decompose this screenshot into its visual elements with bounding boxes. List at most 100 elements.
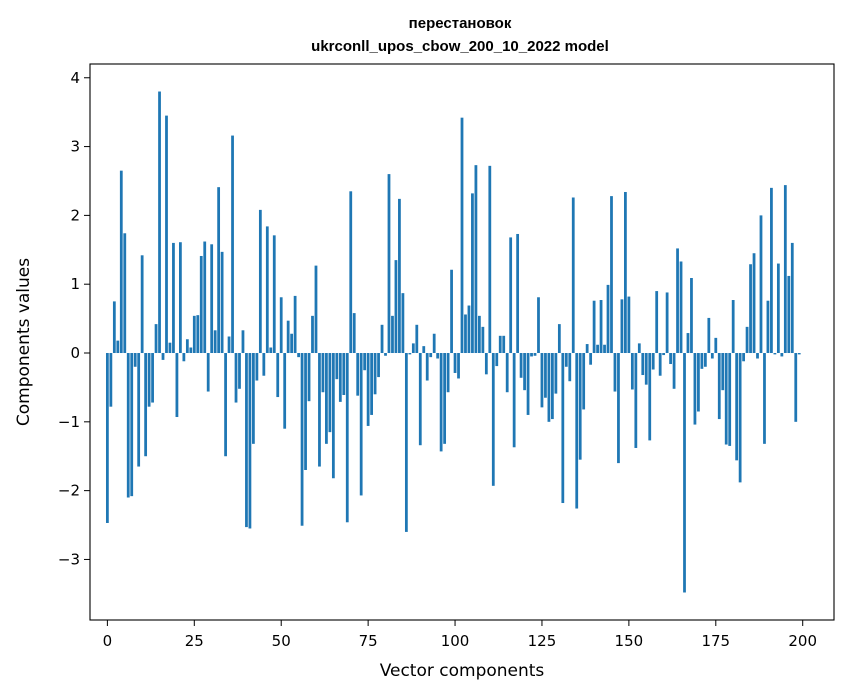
x-tick-label: 75 [359,632,378,650]
y-tick-label: −3 [58,550,80,568]
bar [349,191,353,354]
bar [683,353,686,593]
bar [411,343,415,354]
bar [185,339,189,354]
bar [391,315,394,354]
bar [199,255,203,354]
bar [422,346,426,354]
bar [283,353,287,429]
bar [116,340,120,354]
x-tick-label: 100 [441,632,470,650]
bar [112,301,116,354]
bar [797,353,801,355]
bars [105,91,801,593]
bar [168,342,172,354]
bar [241,330,245,354]
bar [338,353,342,402]
bar [794,353,798,422]
bar [415,324,419,354]
bar [172,242,175,354]
y-tick-label: 0 [70,344,80,362]
bar [624,191,627,354]
bar [119,170,123,354]
bar [471,193,474,354]
bar [293,295,297,354]
bar [429,353,433,358]
y-tick-label: 2 [70,206,80,224]
bar [634,353,638,448]
bar [345,353,349,523]
bar [234,353,238,403]
bar [161,353,165,360]
bar [749,264,752,354]
bar [318,353,321,467]
bar [561,353,565,504]
bar [578,353,582,460]
bar [498,335,502,354]
bar [210,244,214,354]
bar [752,253,756,354]
bar [387,174,391,354]
bar [735,353,739,461]
bar [481,326,485,354]
y-tick-label: 4 [70,69,80,87]
chart-title-line-2: ukrconll_upos_cbow_200_10_2022 model [311,38,609,55]
bar [335,353,339,380]
bar [509,237,513,354]
y-tick-label: 3 [70,138,80,156]
bar [790,242,794,354]
bar [457,353,460,379]
x-tick-label: 0 [103,632,113,650]
bar [728,353,732,446]
bar [227,336,231,354]
bar [217,187,221,354]
bar [717,353,721,420]
bar [665,292,669,354]
bar [154,324,158,354]
bar [766,300,770,354]
bar [175,353,179,418]
bar [731,300,735,354]
x-tick-label: 50 [272,632,291,650]
bar [307,353,311,402]
bar [756,353,759,359]
bar [554,353,558,394]
bar [165,115,168,354]
bar [328,353,332,433]
bar [436,353,440,359]
bar [394,260,398,354]
x-tick-label: 25 [185,632,204,650]
bar [105,353,109,523]
bar [606,284,610,354]
bar [770,187,773,354]
bar [564,353,568,367]
bar [224,353,227,457]
bar [617,353,620,464]
bar [502,335,506,354]
bar [300,353,304,526]
bar [776,263,780,354]
bar [780,353,784,357]
y-tick-label: −1 [58,413,80,431]
bar [144,353,148,457]
x-tick-label: 200 [788,632,817,650]
bar [495,353,499,367]
bar [276,353,280,398]
bar [551,353,554,420]
bar [401,293,405,354]
y-tick-label: 1 [70,275,80,293]
bar [443,353,447,444]
bar [252,353,255,444]
bar [676,248,679,354]
bar [697,353,700,412]
bar [182,353,186,362]
bar [352,313,356,354]
y-axis-ticks: −3 −2 −1 0 1 2 3 4 [58,69,90,568]
x-axis-label: Vector components [380,661,545,681]
bar [446,353,450,393]
bar [568,353,572,382]
bar [491,353,495,486]
bar [630,353,634,390]
bar [297,353,300,358]
